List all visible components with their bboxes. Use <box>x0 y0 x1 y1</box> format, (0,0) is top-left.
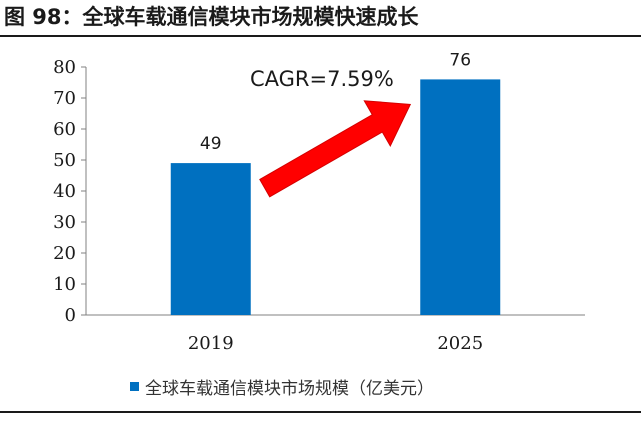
legend-swatch <box>130 381 139 391</box>
y-tick-label: 50 <box>53 150 76 171</box>
chart-title: 图 98：全球车载通信模块市场规模快速成长 <box>4 5 419 29</box>
y-tick-label: 10 <box>53 274 76 295</box>
growth-arrow <box>259 100 412 198</box>
x-tick-label: 2025 <box>437 333 483 354</box>
data-label: 49 <box>200 134 222 154</box>
bar <box>170 163 251 315</box>
legend-label: 全球车载通信模块市场规模（亿美元） <box>145 378 434 399</box>
y-tick-label: 40 <box>53 181 76 202</box>
y-tick-label: 30 <box>53 212 76 233</box>
y-tick-label: 80 <box>53 57 76 78</box>
bottom-rule <box>0 411 641 413</box>
y-tick-label: 70 <box>53 88 76 109</box>
top-rule <box>0 35 641 37</box>
bar <box>420 79 501 316</box>
y-tick-label: 20 <box>53 243 76 264</box>
y-tick-label: 60 <box>53 119 76 140</box>
cagr-annotation: CAGR=7.59% <box>250 67 394 91</box>
x-tick-label: 2019 <box>188 333 234 354</box>
y-tick-label: 0 <box>65 305 76 326</box>
data-label: 76 <box>449 50 471 70</box>
legend: 全球车载通信模块市场规模（亿美元） <box>130 376 434 399</box>
